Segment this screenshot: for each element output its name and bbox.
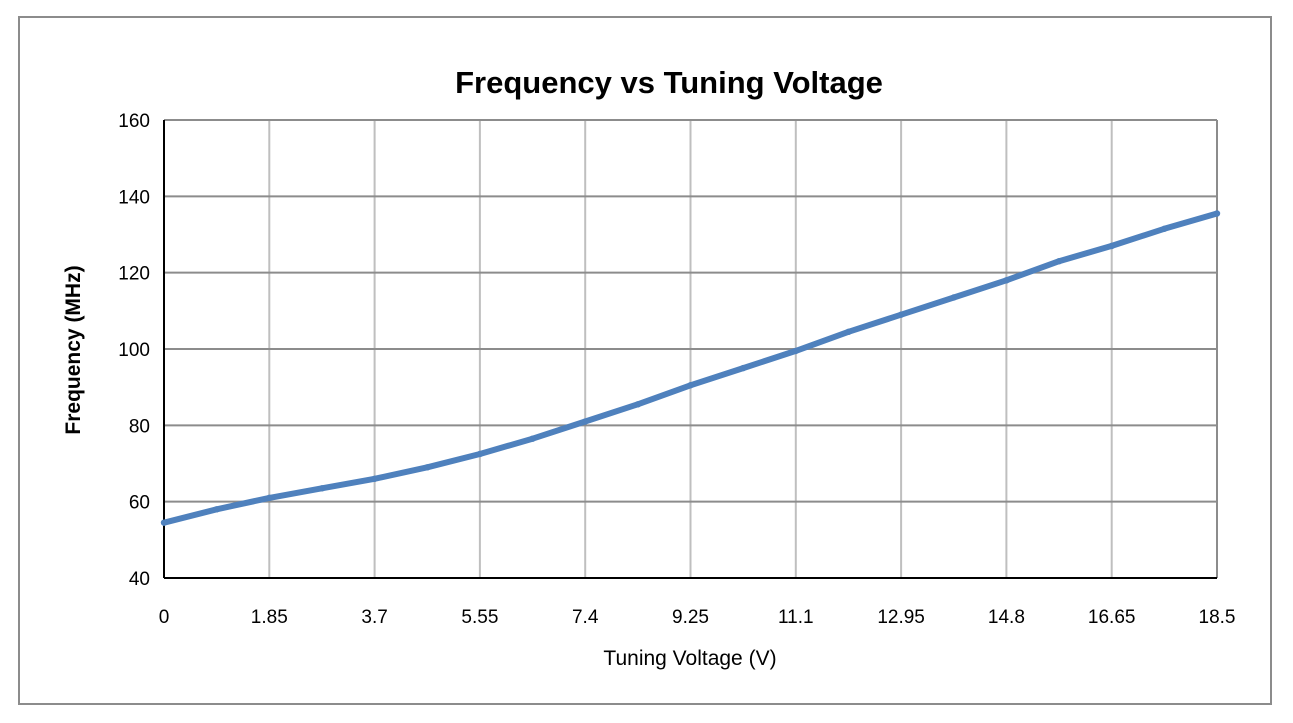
data-point [1213,210,1221,217]
x-tick-labels: 0 1.85 3.7 5.55 7.4 9.25 11.1 12.95 14.8 16.65 18.… [159,607,1236,628]
x-tick-label: 7.4 [572,607,599,628]
y-tick-label: 160 [118,111,150,132]
x-tick-label: 5.55 [461,607,498,628]
x-tick-label: 14.8 [988,607,1025,628]
x-axis-label: Tuning Voltage (V) [603,647,776,670]
data-point [266,494,273,502]
x-tick-label: 12.95 [877,607,925,628]
data-point [897,311,905,318]
y-tick-labels: 40 60 80 100 120 140 160 [118,111,150,590]
data-point [476,450,484,458]
y-tick-label: 60 [129,493,150,514]
data-point [1108,242,1115,250]
y-tick-label: 100 [118,340,150,361]
data-point [582,418,589,425]
data-point [318,485,326,492]
y-tick-label: 80 [129,416,150,437]
data-point [739,364,747,372]
x-tick-label: 1.85 [251,607,288,628]
axes [163,120,1218,579]
x-tick-label: 9.25 [672,607,709,628]
y-tick-label: 140 [118,187,150,208]
data-point [424,464,431,471]
x-tick-label: 11.1 [778,607,814,628]
data-point [792,347,799,355]
data-point [160,519,168,526]
y-axis-label: Frequency (MHz) [62,265,85,434]
x-tick-label: 0 [159,607,170,628]
data-point [1003,277,1010,284]
x-tick-label: 18.5 [1199,607,1236,628]
data-point [634,401,642,408]
y-tick-label: 40 [129,569,150,590]
y-tick-label: 120 [118,264,150,285]
data-point [687,382,694,389]
data-point [1161,225,1168,232]
series-group [160,210,1221,526]
data-point [950,294,957,301]
chart-frame [18,16,1272,705]
data-point [1055,258,1063,265]
x-tick-label: 16.65 [1088,607,1136,628]
x-tick-label: 3.7 [361,607,387,628]
data-point [213,506,220,513]
grid-lines [164,119,1218,578]
data-point [371,475,378,482]
data-point [529,435,536,442]
chart-title: Frequency vs Tuning Voltage [455,65,883,100]
data-point [845,328,852,336]
